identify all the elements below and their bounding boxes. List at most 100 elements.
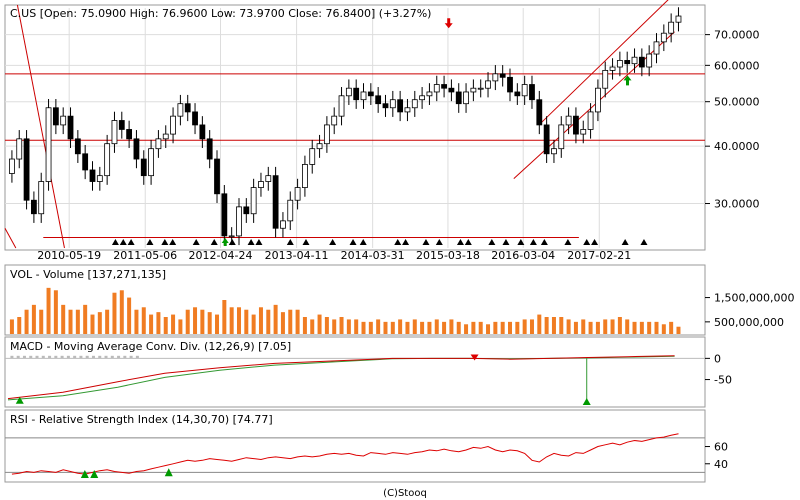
candle-body-5: [45, 107, 52, 182]
bottom-triangle-24: [517, 239, 525, 245]
candle-body-16: [126, 129, 133, 140]
macd-hist-bar-19: [129, 355, 133, 359]
price-xtick-label-5: 2015-03-18: [416, 249, 480, 262]
macd-hist-bar-13: [91, 355, 95, 359]
volume-bar-51: [383, 321, 388, 334]
volume-bar-28: [215, 314, 220, 334]
volume-bar-80: [595, 321, 600, 334]
volume-bar-64: [478, 321, 483, 334]
volume-bar-10: [83, 304, 88, 334]
volume-ytick-label-0: 1,500,000,000: [714, 292, 794, 305]
volume-bar-32: [244, 309, 249, 334]
bottom-triangle-26: [540, 239, 548, 245]
volume-bar-5: [46, 287, 51, 334]
volume-bar-2: [24, 309, 29, 334]
volume-bar-38: [288, 309, 293, 334]
volume-bar-23: [178, 319, 183, 334]
candle-body-85: [631, 56, 638, 65]
volume-bar-73: [544, 317, 549, 334]
candle-body-57: [426, 91, 433, 97]
rsi-title: RSI - Relative Strength Index (14,30,70)…: [10, 413, 273, 426]
volume-bar-7: [61, 304, 66, 334]
channel-upper: [540, 0, 669, 124]
candle-body-28: [214, 158, 220, 195]
price-ytick-label-1: 60.0000: [714, 59, 760, 72]
bottom-triangle-7: [210, 239, 218, 245]
candle-body-0: [9, 158, 15, 174]
bottom-triangle-22: [488, 239, 496, 245]
candle-body-19: [148, 148, 154, 177]
volume-bar-0: [9, 319, 14, 334]
price-ytick-label-4: 30.0000: [714, 198, 760, 211]
volume-y-ticks: 1,500,000,000 500,000,000: [705, 292, 794, 329]
bottom-triangle-9: [247, 239, 255, 245]
volume-bar-12: [97, 312, 102, 334]
candle-body-68: [507, 76, 513, 93]
macd-hist-bar-9: [66, 355, 70, 359]
candle-body-78: [580, 129, 587, 135]
bottom-triangle-28: [583, 239, 591, 245]
volume-bar-21: [163, 317, 168, 334]
bottom-triangle-20: [456, 239, 464, 245]
macd-y-ticks: 0 -50: [705, 352, 732, 387]
volume-bar-48: [361, 321, 366, 334]
bottom-triangle-15: [359, 239, 367, 245]
candle-body-88: [653, 41, 660, 55]
candle-body-83: [616, 60, 623, 68]
candle-body-74: [551, 148, 557, 155]
bottom-triangle-31: [640, 239, 648, 245]
price-ytick-label-0: 70.0000: [714, 29, 760, 42]
macd-hist-bar-3: [29, 355, 33, 359]
macd-hist-bar-2: [22, 355, 26, 359]
volume-bar-31: [236, 307, 241, 334]
macd-title: MACD - Moving Average Conv. Div. (12,26,…: [10, 340, 291, 353]
candle-body-8: [67, 115, 74, 140]
macd-hist-bar-7: [54, 355, 58, 359]
candle-body-7: [60, 115, 67, 126]
macd-hist-bar-16: [110, 355, 114, 359]
bottom-triangle-18: [422, 239, 430, 245]
candle-body-86: [638, 56, 645, 68]
bottom-triangle-30: [621, 239, 629, 245]
candle-body-41: [309, 148, 316, 165]
volume-bar-37: [280, 312, 285, 334]
volume-bar-40: [302, 317, 307, 334]
volume-bar-27: [207, 312, 212, 334]
bottom-triangle-14: [349, 239, 357, 245]
candle-body-36: [272, 175, 279, 229]
candle-body-66: [492, 73, 499, 82]
bottom-triangle-6: [192, 239, 200, 245]
price-y-ticks: 70.0000 60.0000 50.0000 40.0000 30.0000: [705, 29, 760, 211]
candle-body-37: [280, 220, 286, 229]
candle-body-70: [521, 84, 528, 97]
volume-bar-63: [471, 321, 476, 334]
rsi-buy-marker-0: [80, 469, 89, 478]
macd-panel: [4, 336, 706, 408]
rsi-buy-marker-2: [164, 468, 173, 477]
price-candles: [9, 7, 682, 246]
candle-body-34: [258, 181, 264, 188]
volume-bar-17: [134, 309, 139, 334]
candle-body-80: [595, 87, 601, 113]
sell-arrow-0: [444, 18, 453, 29]
volume-bar-70: [522, 319, 527, 334]
macd-hist-bar-20: [135, 355, 139, 359]
candle-body-55: [411, 99, 418, 109]
buy-arrow-1: [623, 75, 632, 86]
candle-body-77: [573, 115, 579, 135]
candle-body-50: [375, 95, 382, 105]
volume-title: VOL - Volume [137,271,135]: [10, 268, 166, 281]
macd-hist-bar-11: [79, 355, 83, 359]
price-title: C.US [Open: 75.0900 High: 76.9600 Low: 7…: [10, 7, 431, 20]
candle-body-26: [199, 124, 206, 140]
macd-buy-marker-2: [582, 398, 591, 406]
candle-body-2: [23, 138, 30, 201]
volume-bar-36: [273, 304, 278, 334]
volume-bar-33: [251, 314, 256, 334]
volume-bar-76: [566, 319, 571, 334]
candle-body-63: [470, 87, 477, 93]
volume-bar-88: [654, 321, 659, 334]
macd-hist-bar-14: [98, 355, 102, 359]
volume-bar-65: [486, 324, 491, 334]
candle-body-44: [331, 115, 338, 126]
